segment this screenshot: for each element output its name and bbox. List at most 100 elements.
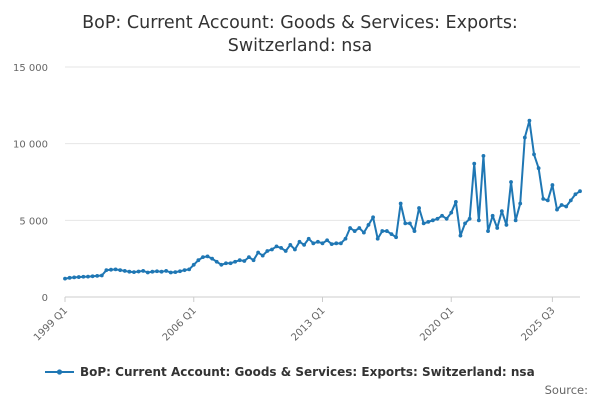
data-point-49[interactable] — [288, 242, 293, 247]
data-point-45[interactable] — [270, 247, 274, 252]
data-point-97[interactable] — [509, 180, 513, 184]
data-point-26[interactable] — [182, 268, 187, 273]
data-point-69[interactable] — [380, 229, 385, 233]
data-point-11[interactable] — [113, 267, 118, 272]
data-point-21[interactable] — [159, 269, 164, 274]
data-point-17[interactable] — [141, 269, 146, 273]
data-point-9[interactable] — [104, 268, 109, 273]
data-point-23[interactable] — [168, 270, 173, 275]
data-point-75[interactable] — [407, 221, 412, 226]
data-point-1[interactable] — [67, 275, 72, 280]
data-point-89[interactable] — [472, 161, 477, 166]
data-point-103[interactable] — [536, 166, 541, 171]
data-point-87[interactable] — [463, 221, 467, 226]
data-point-56[interactable] — [320, 241, 325, 246]
data-point-66[interactable] — [366, 223, 371, 227]
data-point-88[interactable] — [467, 216, 472, 221]
data-point-42[interactable] — [256, 250, 261, 255]
data-point-62[interactable] — [348, 226, 352, 230]
data-point-32[interactable] — [210, 256, 215, 261]
data-point-96[interactable] — [504, 223, 509, 227]
data-point-31[interactable] — [205, 254, 210, 259]
data-point-68[interactable] — [375, 236, 380, 241]
data-point-71[interactable] — [389, 232, 394, 237]
data-point-90[interactable] — [476, 218, 481, 223]
data-point-35[interactable] — [224, 261, 228, 266]
data-point-3[interactable] — [76, 275, 81, 279]
data-point-72[interactable] — [394, 235, 398, 240]
data-point-59[interactable] — [334, 241, 339, 246]
data-point-111[interactable] — [573, 192, 578, 197]
data-point-94[interactable] — [495, 226, 500, 230]
data-point-86[interactable] — [458, 233, 463, 238]
legend[interactable]: BoP: Current Account: Goods & Services: … — [45, 365, 535, 379]
data-point-5[interactable] — [86, 274, 90, 279]
data-point-70[interactable] — [384, 229, 389, 233]
data-point-79[interactable] — [426, 219, 431, 224]
data-point-33[interactable] — [214, 259, 219, 264]
data-point-44[interactable] — [265, 249, 270, 253]
data-point-54[interactable] — [311, 241, 316, 246]
data-point-6[interactable] — [90, 274, 95, 279]
data-point-13[interactable] — [122, 269, 127, 273]
data-point-36[interactable] — [228, 261, 233, 266]
data-point-82[interactable] — [440, 213, 444, 218]
data-point-102[interactable] — [532, 152, 536, 157]
data-point-80[interactable] — [430, 218, 435, 223]
data-point-51[interactable] — [297, 239, 302, 244]
data-point-84[interactable] — [449, 210, 454, 215]
data-point-64[interactable] — [357, 226, 362, 230]
data-point-58[interactable] — [329, 242, 334, 247]
data-point-99[interactable] — [518, 201, 523, 206]
data-point-95[interactable] — [499, 209, 504, 214]
data-point-41[interactable] — [251, 258, 256, 263]
data-point-8[interactable] — [99, 273, 104, 278]
data-point-63[interactable] — [352, 229, 357, 233]
data-point-92[interactable] — [486, 229, 490, 233]
data-point-25[interactable] — [178, 269, 182, 274]
data-point-24[interactable] — [173, 270, 178, 275]
data-point-15[interactable] — [132, 270, 136, 275]
data-point-78[interactable] — [421, 221, 426, 226]
data-point-106[interactable] — [550, 183, 555, 187]
data-point-46[interactable] — [274, 244, 279, 249]
data-point-27[interactable] — [187, 267, 192, 272]
data-point-100[interactable] — [522, 135, 527, 140]
data-point-37[interactable] — [233, 259, 238, 264]
data-point-67[interactable] — [371, 215, 375, 220]
data-point-12[interactable] — [118, 268, 123, 273]
data-point-40[interactable] — [247, 255, 251, 260]
data-point-22[interactable] — [164, 269, 169, 273]
data-point-47[interactable] — [279, 246, 284, 250]
data-point-65[interactable] — [361, 230, 366, 235]
data-point-77[interactable] — [417, 206, 421, 210]
data-point-105[interactable] — [545, 198, 550, 203]
data-point-57[interactable] — [325, 238, 329, 243]
data-point-73[interactable] — [398, 201, 403, 206]
data-point-104[interactable] — [541, 196, 546, 201]
data-point-7[interactable] — [95, 273, 100, 278]
data-point-4[interactable] — [81, 274, 86, 279]
data-point-81[interactable] — [435, 216, 440, 221]
data-point-91[interactable] — [481, 154, 486, 158]
data-point-2[interactable] — [72, 275, 77, 280]
data-point-28[interactable] — [191, 262, 196, 267]
data-point-109[interactable] — [564, 204, 569, 209]
data-point-85[interactable] — [453, 200, 458, 204]
data-point-30[interactable] — [201, 255, 205, 260]
data-point-101[interactable] — [527, 118, 532, 123]
data-point-38[interactable] — [237, 258, 242, 263]
data-point-34[interactable] — [219, 262, 224, 267]
data-point-0[interactable] — [63, 276, 67, 281]
data-point-61[interactable] — [343, 236, 348, 241]
data-point-18[interactable] — [145, 270, 150, 275]
data-point-74[interactable] — [403, 221, 408, 226]
data-point-53[interactable] — [306, 236, 311, 241]
data-point-110[interactable] — [568, 198, 573, 203]
data-point-19[interactable] — [150, 269, 155, 274]
data-point-39[interactable] — [242, 259, 247, 263]
data-point-10[interactable] — [109, 267, 113, 272]
data-point-14[interactable] — [127, 269, 132, 274]
data-point-112[interactable] — [578, 189, 582, 194]
data-point-52[interactable] — [302, 242, 307, 247]
